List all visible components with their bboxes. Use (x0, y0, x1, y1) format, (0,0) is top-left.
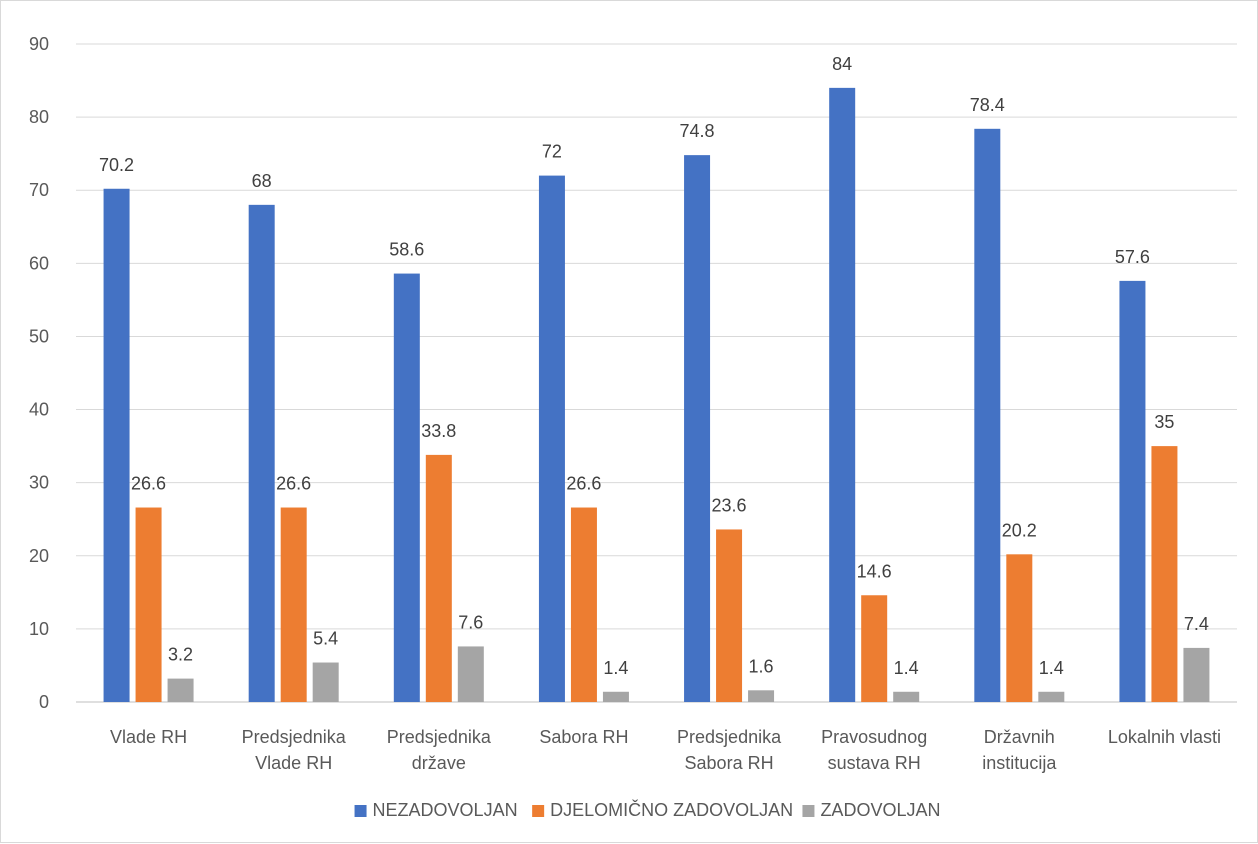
bar (280, 507, 307, 702)
data-label: 1.4 (603, 658, 628, 678)
data-label: 26.6 (131, 474, 166, 494)
bar (457, 646, 484, 702)
legend-label: ZADOVOLJAN (820, 800, 940, 820)
bar (1119, 280, 1146, 702)
data-label: 84 (832, 54, 852, 74)
legend-item: DJELOMIČNO ZADOVOLJAN (532, 799, 793, 820)
data-label: 23.6 (712, 495, 747, 515)
data-label: 58.6 (389, 240, 424, 260)
data-label: 7.6 (458, 612, 483, 632)
bar (312, 662, 339, 702)
data-label: 26.6 (276, 474, 311, 494)
data-label: 68 (252, 171, 272, 191)
x-tick-label: Sabora RH (539, 727, 628, 747)
x-tick-label: Vlade RH (110, 727, 187, 747)
bar (1151, 446, 1178, 702)
data-label: 3.2 (168, 645, 193, 665)
y-tick-label: 0 (39, 692, 49, 712)
legend-item: ZADOVOLJAN (802, 800, 940, 820)
data-label: 14.6 (857, 561, 892, 581)
legend-swatch (532, 805, 545, 817)
bar (103, 188, 130, 702)
bar (684, 155, 711, 702)
data-label: 74.8 (680, 121, 715, 141)
bar (716, 529, 743, 702)
bar (167, 678, 194, 702)
legend-item: NEZADOVOLJAN (354, 800, 518, 820)
x-tick-label: Predsjednika države (387, 727, 492, 773)
bar (135, 507, 162, 702)
data-label: 26.6 (566, 474, 601, 494)
data-label: 70.2 (99, 155, 134, 175)
y-tick-label: 50 (29, 326, 49, 346)
y-tick-label: 60 (29, 253, 49, 273)
x-tick-label: Lokalnih vlasti (1108, 727, 1221, 747)
data-label: 7.4 (1184, 614, 1209, 634)
data-labels: 70.2 26.6 3.2 68 26.6 5.4 58.6 33.8 7.6 72 26.6 1.4… (99, 54, 1209, 678)
bar (1006, 554, 1033, 702)
bar (602, 691, 629, 702)
bar (974, 128, 1001, 702)
bar (861, 595, 888, 702)
y-tick-label: 80 (29, 107, 49, 127)
bar (538, 175, 565, 703)
bar (425, 454, 452, 702)
y-tick-label: 30 (29, 473, 49, 493)
axes: 0 10 20 30 40 50 60 70 80 90 Vlade RH Predsjednika V… (29, 34, 1221, 773)
x-tick-label: Predsjednika Sabora RH (677, 727, 782, 773)
data-label: 20.2 (1002, 520, 1037, 540)
legend: NEZADOVOLJAN DJELOMIČNO ZADOVOLJAN ZADOVOL… (354, 799, 940, 820)
legend-label: NEZADOVOLJAN (373, 800, 518, 820)
y-tick-label: 40 (29, 400, 49, 420)
data-label: 78.4 (970, 95, 1005, 115)
data-label: 5.4 (313, 629, 338, 649)
x-tick-label: Pravosudnog sustava RH (821, 727, 927, 773)
x-tick-label: Predsjednika Vlade RH (242, 727, 347, 773)
x-tick-label: Državnih institucija (982, 727, 1057, 773)
bar (748, 690, 775, 702)
bar (893, 691, 920, 702)
legend-label: DJELOMIČNO ZADOVOLJAN (550, 799, 793, 820)
bar (1038, 691, 1065, 702)
data-label: 57.6 (1115, 247, 1150, 267)
data-label: 1.4 (1039, 658, 1064, 678)
bars (103, 87, 1210, 703)
bar (393, 273, 420, 702)
y-tick-label: 10 (29, 619, 49, 639)
y-tick-label: 70 (29, 180, 49, 200)
bar (248, 204, 275, 702)
bar (570, 507, 597, 702)
y-tick-label: 20 (29, 546, 49, 566)
legend-swatch (354, 805, 367, 817)
legend-swatch (802, 805, 815, 817)
data-label: 1.6 (749, 656, 774, 676)
y-tick-label: 90 (29, 34, 49, 54)
data-label: 35 (1154, 412, 1174, 432)
data-label: 72 (542, 142, 562, 162)
bar (829, 87, 856, 702)
data-label: 33.8 (421, 421, 456, 441)
bar (1183, 647, 1210, 702)
data-label: 1.4 (894, 658, 919, 678)
